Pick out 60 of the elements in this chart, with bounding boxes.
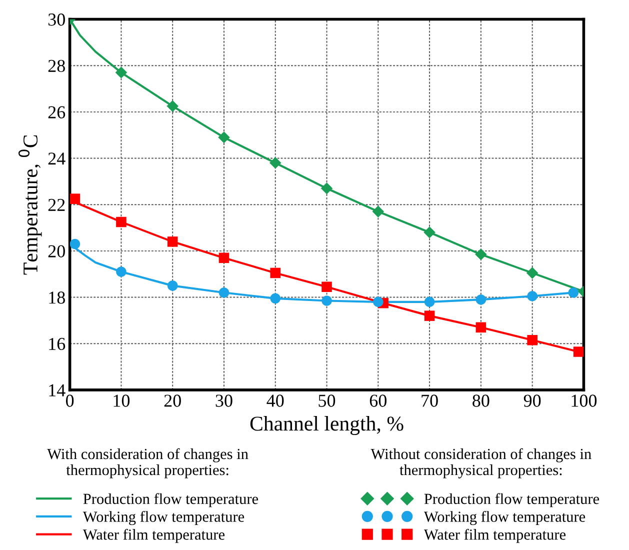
x-tick-label: 10 (114, 394, 130, 407)
point (526, 267, 538, 279)
point (270, 293, 281, 304)
point (424, 310, 435, 321)
x-tick-label: 40 (266, 394, 284, 407)
x-tick-label: 0 (66, 394, 74, 407)
x-axis-title: Channel length, % (250, 416, 404, 435)
point (218, 132, 230, 144)
y-tick-label: 16 (49, 338, 66, 350)
y-tick-label: 18 (49, 292, 65, 304)
point (322, 296, 332, 306)
legend-label: Water film temperature (82, 528, 225, 543)
legend-label: Working flow temperature (424, 510, 586, 526)
x-tick-label: 70 (422, 394, 438, 407)
point (218, 287, 230, 298)
point (218, 252, 230, 264)
point (270, 268, 281, 278)
text: Without consideration of changes in thermophysical properties: (370, 448, 592, 478)
point (116, 266, 126, 277)
point (322, 282, 332, 292)
legend-label: Production flow temperature (424, 493, 600, 508)
legend-label: Water film temperature (424, 528, 566, 543)
point (475, 248, 487, 260)
x-tick-label: 80 (472, 394, 490, 407)
legend-label: Working flow temperature (82, 510, 244, 526)
point (573, 346, 584, 357)
point (372, 206, 384, 218)
point (167, 280, 178, 291)
y-tick-label: 26 (48, 106, 66, 118)
y-tick-label: 14 (49, 384, 66, 396)
point (115, 66, 128, 78)
point (568, 287, 579, 298)
x-tick-label: 20 (164, 394, 181, 407)
legend-label: Production flow temperature (83, 493, 258, 508)
x-tick-label: 90 (524, 394, 541, 407)
point (70, 238, 80, 250)
point (476, 322, 486, 333)
text: With consideration of changes in thermophysical properties: (47, 448, 248, 478)
point (269, 157, 282, 169)
point (424, 226, 436, 238)
point (527, 290, 538, 302)
y-tick-label: 24 (48, 152, 66, 165)
y-tick-label: 30 (48, 14, 65, 26)
x-tick-label: 100 (572, 394, 597, 407)
y-axis-title: Temperature, $^{0}$C (18, 135, 42, 275)
y-tick-label: 28 (48, 60, 65, 72)
y-tick-label: 22 (48, 198, 65, 211)
x-tick-label: 30 (216, 394, 232, 407)
point (527, 334, 538, 346)
point (476, 294, 486, 305)
point (116, 216, 126, 228)
x-tick-label: 60 (370, 394, 386, 407)
y-tick-label: 20 (48, 245, 65, 258)
x-tick-label: 50 (318, 394, 336, 407)
point (70, 194, 80, 204)
point (373, 296, 384, 308)
point (320, 182, 333, 194)
point (424, 296, 435, 308)
point (166, 100, 178, 112)
point (167, 236, 178, 247)
